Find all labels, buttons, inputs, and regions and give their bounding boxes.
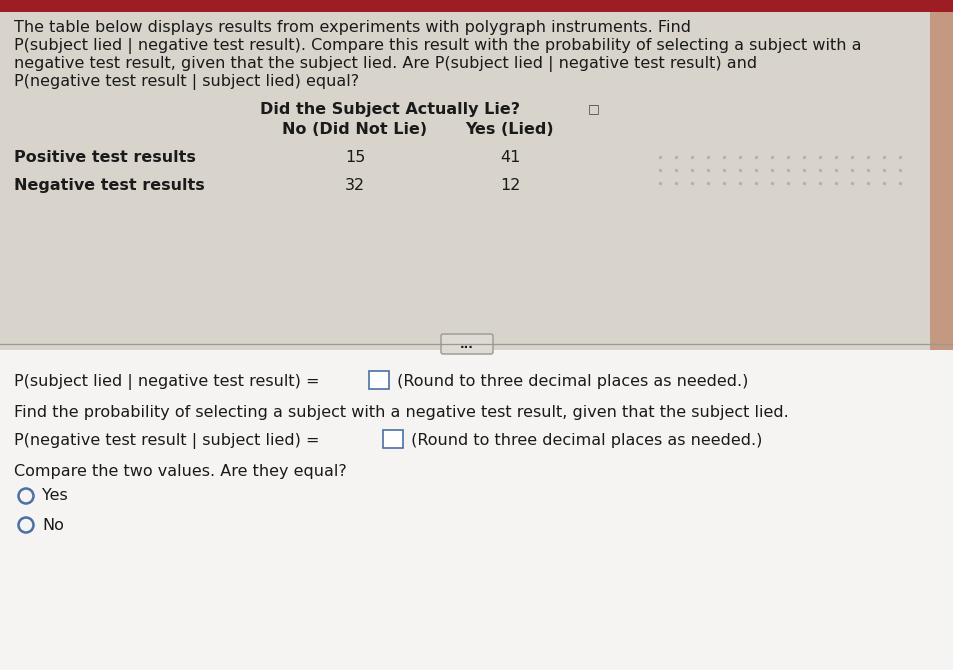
Text: Yes: Yes xyxy=(42,488,68,503)
Text: P(negative test result | subject lied) =: P(negative test result | subject lied) = xyxy=(14,433,319,449)
Text: Yes (Lied): Yes (Lied) xyxy=(465,122,554,137)
Text: P(subject lied | negative test result) =: P(subject lied | negative test result) = xyxy=(14,374,319,390)
Bar xyxy=(0,12,953,350)
Text: Did the Subject Actually Lie?: Did the Subject Actually Lie? xyxy=(260,102,519,117)
Text: P(subject lied | negative test result). Compare this result with the probability: P(subject lied | negative test result). … xyxy=(14,38,861,54)
Text: Compare the two values. Are they equal?: Compare the two values. Are they equal? xyxy=(14,464,346,479)
Text: 41: 41 xyxy=(499,150,519,165)
Text: Find the probability of selecting a subject with a negative test result, given t: Find the probability of selecting a subj… xyxy=(14,405,788,420)
FancyBboxPatch shape xyxy=(369,371,389,389)
Bar xyxy=(0,350,953,670)
Text: 12: 12 xyxy=(499,178,519,193)
Text: ...: ... xyxy=(459,338,474,350)
Text: Positive test results: Positive test results xyxy=(14,150,195,165)
Bar xyxy=(0,0,953,12)
Text: negative test result, given that the subject lied. Are P(subject lied | negative: negative test result, given that the sub… xyxy=(14,56,757,72)
Text: (Round to three decimal places as needed.): (Round to three decimal places as needed… xyxy=(392,374,747,389)
Text: No: No xyxy=(42,517,64,533)
Text: 32: 32 xyxy=(345,178,365,193)
Text: 15: 15 xyxy=(344,150,365,165)
Text: The table below displays results from experiments with polygraph instruments. Fi: The table below displays results from ex… xyxy=(14,20,690,35)
Text: □: □ xyxy=(587,102,599,115)
Text: Negative test results: Negative test results xyxy=(14,178,205,193)
FancyBboxPatch shape xyxy=(440,334,493,354)
Text: P(negative test result | subject lied) equal?: P(negative test result | subject lied) e… xyxy=(14,74,358,90)
FancyBboxPatch shape xyxy=(382,430,402,448)
Text: (Round to three decimal places as needed.): (Round to three decimal places as needed… xyxy=(406,433,761,448)
Text: No (Did Not Lie): No (Did Not Lie) xyxy=(282,122,427,137)
Bar xyxy=(929,12,953,350)
